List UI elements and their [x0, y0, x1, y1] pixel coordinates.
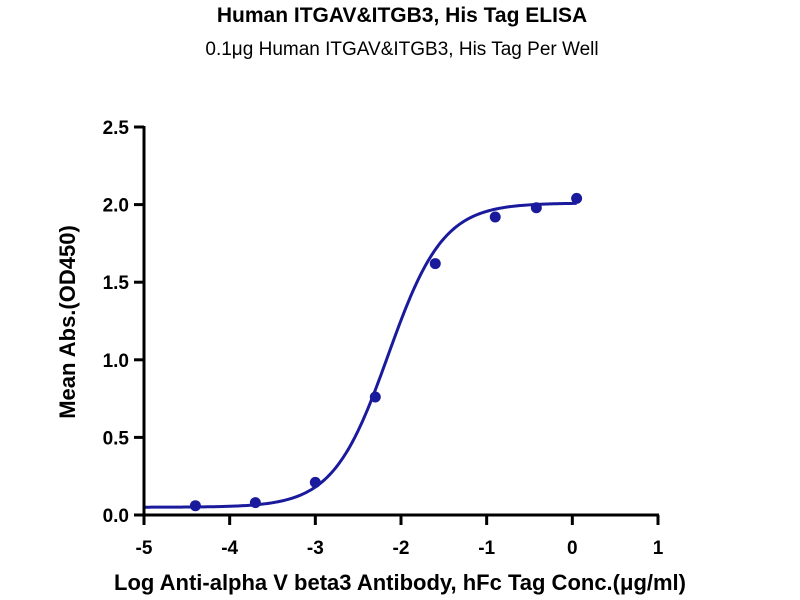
fit-curve [143, 201, 577, 509]
data-point [309, 476, 321, 488]
y-tick-label: 1.5 [103, 273, 130, 294]
y-axis-label: Mean Abs.(OD450) [55, 225, 80, 419]
data-points [189, 192, 583, 512]
y-tick-label: 0.0 [103, 506, 129, 527]
data-point [369, 391, 381, 403]
data-point [429, 258, 441, 270]
x-axis: -5 -4 -3 -2 -1 0 1 [136, 513, 664, 559]
y-tick-label: 2.5 [103, 118, 130, 139]
x-tick-label: -5 [136, 538, 153, 559]
y-ticks: 0.0 0.5 1.0 1.5 2.0 2.5 [103, 118, 144, 527]
x-axis-label: Log Anti-alpha V beta3 Antibody, hFc Tag… [114, 570, 686, 595]
x-tick-label: 0 [567, 538, 578, 559]
chart-title: Human ITGAV&ITGB3, His Tag ELISA [217, 4, 587, 27]
x-tick-label: -1 [478, 538, 495, 559]
x-tick-label: -2 [393, 538, 410, 559]
x-ticks: -5 -4 -3 -2 -1 0 1 [136, 515, 664, 559]
y-axis: 0.0 0.5 1.0 1.5 2.0 2.5 [103, 118, 146, 527]
data-point [530, 202, 542, 214]
data-point [489, 211, 501, 223]
y-tick-label: 0.5 [103, 428, 130, 449]
data-point [189, 500, 201, 512]
chart-subtitle: 0.1μg Human ITGAV&ITGB3, His Tag Per Wel… [205, 39, 598, 60]
data-point [249, 497, 261, 509]
x-tick-label: -4 [221, 538, 238, 559]
y-tick-label: 1.0 [103, 351, 129, 372]
x-tick-label: 1 [653, 538, 664, 559]
y-tick-label: 2.0 [103, 196, 129, 217]
data-point [571, 192, 583, 204]
x-tick-label: -3 [307, 538, 324, 559]
plot-area [143, 192, 583, 512]
